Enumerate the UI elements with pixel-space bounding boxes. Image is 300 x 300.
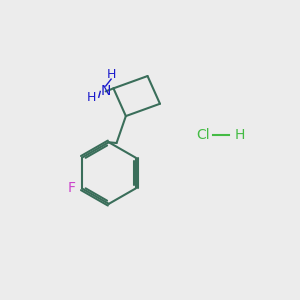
Text: H: H bbox=[87, 91, 96, 104]
Text: H: H bbox=[235, 128, 245, 142]
Text: Cl: Cl bbox=[196, 128, 210, 142]
Text: H: H bbox=[106, 68, 116, 81]
Text: F: F bbox=[68, 182, 76, 196]
Text: N: N bbox=[100, 84, 111, 98]
